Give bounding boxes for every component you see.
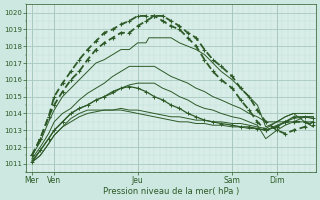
- X-axis label: Pression niveau de la mer( hPa ): Pression niveau de la mer( hPa ): [103, 187, 239, 196]
